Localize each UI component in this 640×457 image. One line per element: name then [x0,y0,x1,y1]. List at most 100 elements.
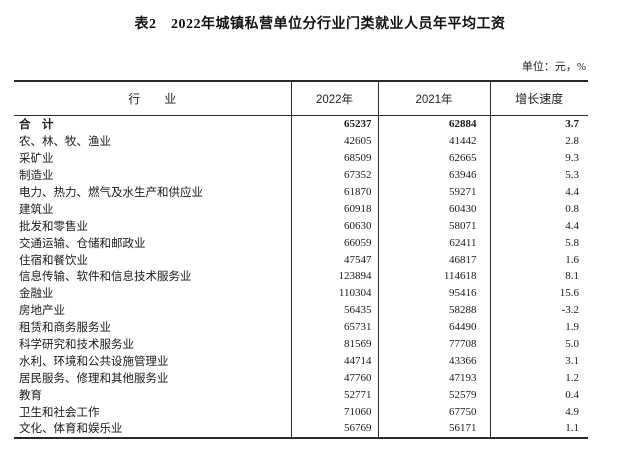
value-2021-cell: 62665 [377,149,490,167]
industry-cell: 交通运输、仓储和邮政业 [19,237,146,250]
table-row: 房地产业 56435 58288 -3.2 [14,301,588,319]
header-2021: 2021年 [377,81,490,116]
wage-table: 行 业 2022年 2021年 增长速度 合 计 65237 62884 3.7… [14,80,588,439]
industry-cell: 金融业 [19,288,54,301]
value-2022-cell: 71060 [290,403,378,421]
industry-cell: 教育 [19,389,42,402]
value-2021-cell: 58288 [377,301,490,319]
industry-cell: 电力、热力、燃气及水生产和供应业 [19,187,203,199]
growth-cell: 1.1 [489,420,588,438]
industry-cell: 居民服务、修理和其他服务业 [19,372,169,385]
value-2022-cell: 44714 [290,352,378,370]
growth-cell: 5.0 [489,335,588,353]
industry-cell: 农、林、牧、渔业 [19,136,111,149]
value-2022-cell: 68509 [290,149,378,167]
industry-cell: 科学研究和技术服务业 [19,339,134,352]
value-2022-cell: 56769 [290,420,378,438]
table-row: 科学研究和技术服务业 81569 77708 5.0 [14,335,588,353]
growth-cell: 2.8 [489,132,588,150]
value-2022-cell: 52771 [290,386,378,404]
industry-cell: 租赁和商务服务业 [19,322,111,335]
value-2022-cell: 65731 [290,318,378,336]
industry-cell: 建筑业 [19,203,54,216]
value-2021-cell: 59271 [377,183,490,201]
header-row: 行 业 2022年 2021年 增长速度 [14,81,588,116]
table-body: 合 计 65237 62884 3.7 农、林、牧、渔业 42605 41442… [14,115,588,438]
table-row: 教育 52771 52579 0.4 [14,386,588,404]
value-2021-cell: 56171 [377,420,490,438]
value-2022-cell: 110304 [290,284,378,302]
value-2021-cell: 77708 [377,335,490,353]
value-2021-cell: 67750 [377,403,490,421]
value-2022-cell: 65237 [290,115,378,133]
industry-cell: 水利、环境和公共设施管理业 [19,355,169,368]
value-2022-cell: 47760 [290,369,378,387]
table-row: 文化、体育和娱乐业 56769 56171 1.1 [14,420,588,438]
value-2021-cell: 43366 [377,352,490,370]
value-2021-cell: 46817 [377,251,490,269]
value-2021-cell: 63946 [377,166,490,184]
industry-cell: 批发和零售业 [19,220,88,233]
industry-cell: 住宿和餐饮业 [19,254,88,267]
industry-cell: 文化、体育和娱乐业 [19,423,123,436]
value-2021-cell: 64490 [377,318,490,336]
industry-cell: 合 计 [19,119,54,132]
value-2021-cell: 62884 [377,115,490,133]
table-row: 交通运输、仓储和邮政业 66059 62411 5.8 [14,234,588,252]
header-growth: 增长速度 [489,81,588,116]
value-2022-cell: 81569 [290,335,378,353]
table-row: 水利、环境和公共设施管理业 44714 43366 3.1 [14,352,588,370]
value-2022-cell: 47547 [290,251,378,269]
value-2022-cell: 60918 [290,200,378,218]
table-row: 卫生和社会工作 71060 67750 4.9 [14,403,588,421]
value-2021-cell: 62411 [377,234,490,252]
growth-cell: 9.3 [489,149,588,167]
table-row: 农、林、牧、渔业 42605 41442 2.8 [14,132,588,150]
table-row: 租赁和商务服务业 65731 64490 1.9 [14,318,588,336]
industry-cell: 信息传输、软件和信息技术服务业 [19,271,192,284]
value-2022-cell: 42605 [290,132,378,150]
page-title: 表2 2022年城镇私营单位分行业门类就业人员年平均工资 [134,17,506,32]
table-row: 居民服务、修理和其他服务业 47760 47193 1.2 [14,369,588,387]
growth-cell: 3.7 [489,115,588,133]
value-2021-cell: 58071 [377,217,490,235]
table-row: 批发和零售业 60630 58071 4.4 [14,217,588,235]
growth-cell: 8.1 [489,268,588,285]
growth-cell: 15.6 [489,284,588,302]
table-row: 合 计 65237 62884 3.7 [14,115,588,133]
value-2021-cell: 95416 [377,284,490,302]
table-row: 制造业 67352 63946 5.3 [14,166,588,184]
header-industry: 行 业 [14,81,291,116]
value-2022-cell: 61870 [290,183,378,201]
growth-cell: 5.3 [489,166,588,184]
industry-cell: 卫生和社会工作 [19,406,100,419]
growth-cell: 5.8 [489,234,588,252]
value-2021-cell: 60430 [377,200,490,218]
growth-cell: 3.1 [489,352,588,370]
table-row: 电力、热力、燃气及水生产和供应业 61870 59271 4.4 [14,183,588,201]
growth-cell: 1.2 [489,369,588,387]
growth-cell: 1.6 [489,251,588,269]
value-2022-cell: 60630 [290,217,378,235]
table-header: 行 业 2022年 2021年 增长速度 [14,81,588,116]
growth-cell: 4.9 [489,403,588,421]
growth-cell: 0.8 [489,200,588,218]
value-2021-cell: 114618 [377,268,490,285]
value-2022-cell: 66059 [290,234,378,252]
header-2022: 2022年 [290,81,378,116]
value-2021-cell: 47193 [377,369,490,387]
value-2022-cell: 56435 [290,301,378,319]
industry-cell: 采矿业 [19,153,54,166]
growth-cell: 0.4 [489,386,588,404]
industry-cell: 房地产业 [19,305,65,318]
growth-cell: 4.4 [489,183,588,201]
growth-cell: 1.9 [489,318,588,336]
value-2021-cell: 41442 [377,132,490,150]
value-2022-cell: 123894 [290,268,378,285]
growth-cell: -3.2 [489,301,588,319]
growth-cell: 4.4 [489,217,588,235]
table-row: 采矿业 68509 62665 9.3 [14,149,588,167]
unit-note: 单位：元，% [521,61,586,73]
table-row: 信息传输、软件和信息技术服务业 123894 114618 8.1 [14,268,588,285]
table-row: 金融业 110304 95416 15.6 [14,284,588,302]
